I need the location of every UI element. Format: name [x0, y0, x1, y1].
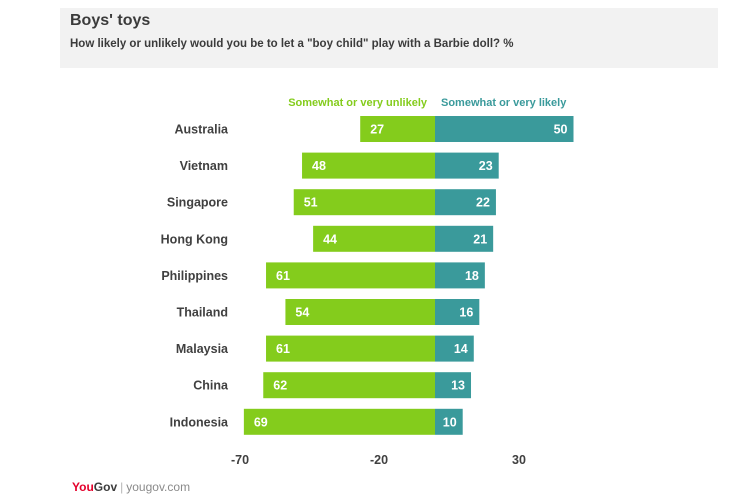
- bar-unlikely: [266, 262, 435, 289]
- category-label: Philippines: [161, 269, 228, 283]
- footer-url[interactable]: yougov.com: [126, 480, 191, 494]
- data-label-likely: 13: [451, 379, 465, 393]
- category-label: China: [193, 379, 229, 393]
- data-label-unlikely: 54: [295, 306, 309, 320]
- legend-likely: Somewhat or very likely: [441, 97, 567, 109]
- data-label-unlikely: 69: [254, 415, 268, 429]
- bar-likely: [435, 408, 463, 435]
- footer-divider: |: [120, 480, 124, 494]
- bar-unlikely: [243, 408, 435, 435]
- chart-subtitle: How likely or unlikely would you be to l…: [70, 38, 514, 50]
- category-label: Thailand: [177, 306, 228, 320]
- bar-likely: [435, 335, 474, 362]
- brand-you: You: [72, 480, 94, 494]
- bar-unlikely: [302, 152, 435, 179]
- chart-title: Boys' toys: [70, 12, 151, 29]
- data-label-unlikely: 27: [370, 123, 384, 137]
- bar-unlikely: [285, 299, 435, 325]
- category-label: Vietnam: [180, 159, 228, 173]
- data-label-likely: 14: [454, 342, 468, 356]
- bar-likely: [435, 152, 499, 179]
- data-label-unlikely: 51: [304, 196, 318, 210]
- data-label-likely: 16: [459, 306, 473, 320]
- bar-likely: [435, 299, 480, 325]
- x-tick-label: -20: [370, 453, 388, 467]
- bar-likely: [435, 225, 494, 252]
- bar-unlikely: [263, 372, 435, 399]
- x-tick-label: -70: [231, 453, 249, 467]
- category-label: Australia: [175, 123, 230, 137]
- bar-likely: [435, 262, 485, 289]
- category-label: Singapore: [167, 196, 228, 210]
- bar-likely: [435, 372, 472, 399]
- data-label-unlikely: 61: [276, 342, 290, 356]
- legend-unlikely: Somewhat or very unlikely: [288, 97, 428, 109]
- bar-unlikely: [360, 116, 435, 142]
- data-label-likely: 23: [479, 159, 493, 173]
- x-tick-label: 30: [512, 453, 526, 467]
- data-label-likely: 21: [473, 232, 487, 246]
- data-label-likely: 10: [443, 415, 457, 429]
- footer: YouGov | yougov.com: [72, 480, 190, 494]
- bar-likely: [435, 116, 574, 142]
- data-label-unlikely: 44: [323, 232, 337, 246]
- category-label: Hong Kong: [161, 232, 228, 246]
- data-label-unlikely: 48: [312, 159, 326, 173]
- category-label: Malaysia: [176, 342, 229, 356]
- bar-unlikely: [293, 189, 435, 216]
- data-label-unlikely: 62: [273, 379, 287, 393]
- chart-header: Boys' toys How likely or unlikely would …: [60, 8, 718, 68]
- data-label-likely: 18: [465, 269, 479, 283]
- data-label-unlikely: 61: [276, 269, 290, 283]
- brand-gov: Gov: [93, 480, 118, 494]
- bar-likely: [435, 189, 496, 216]
- data-label-likely: 50: [554, 123, 568, 137]
- bar-unlikely: [313, 225, 435, 252]
- data-label-likely: 22: [476, 196, 490, 210]
- category-label: Indonesia: [170, 415, 229, 429]
- bar-unlikely: [266, 335, 435, 362]
